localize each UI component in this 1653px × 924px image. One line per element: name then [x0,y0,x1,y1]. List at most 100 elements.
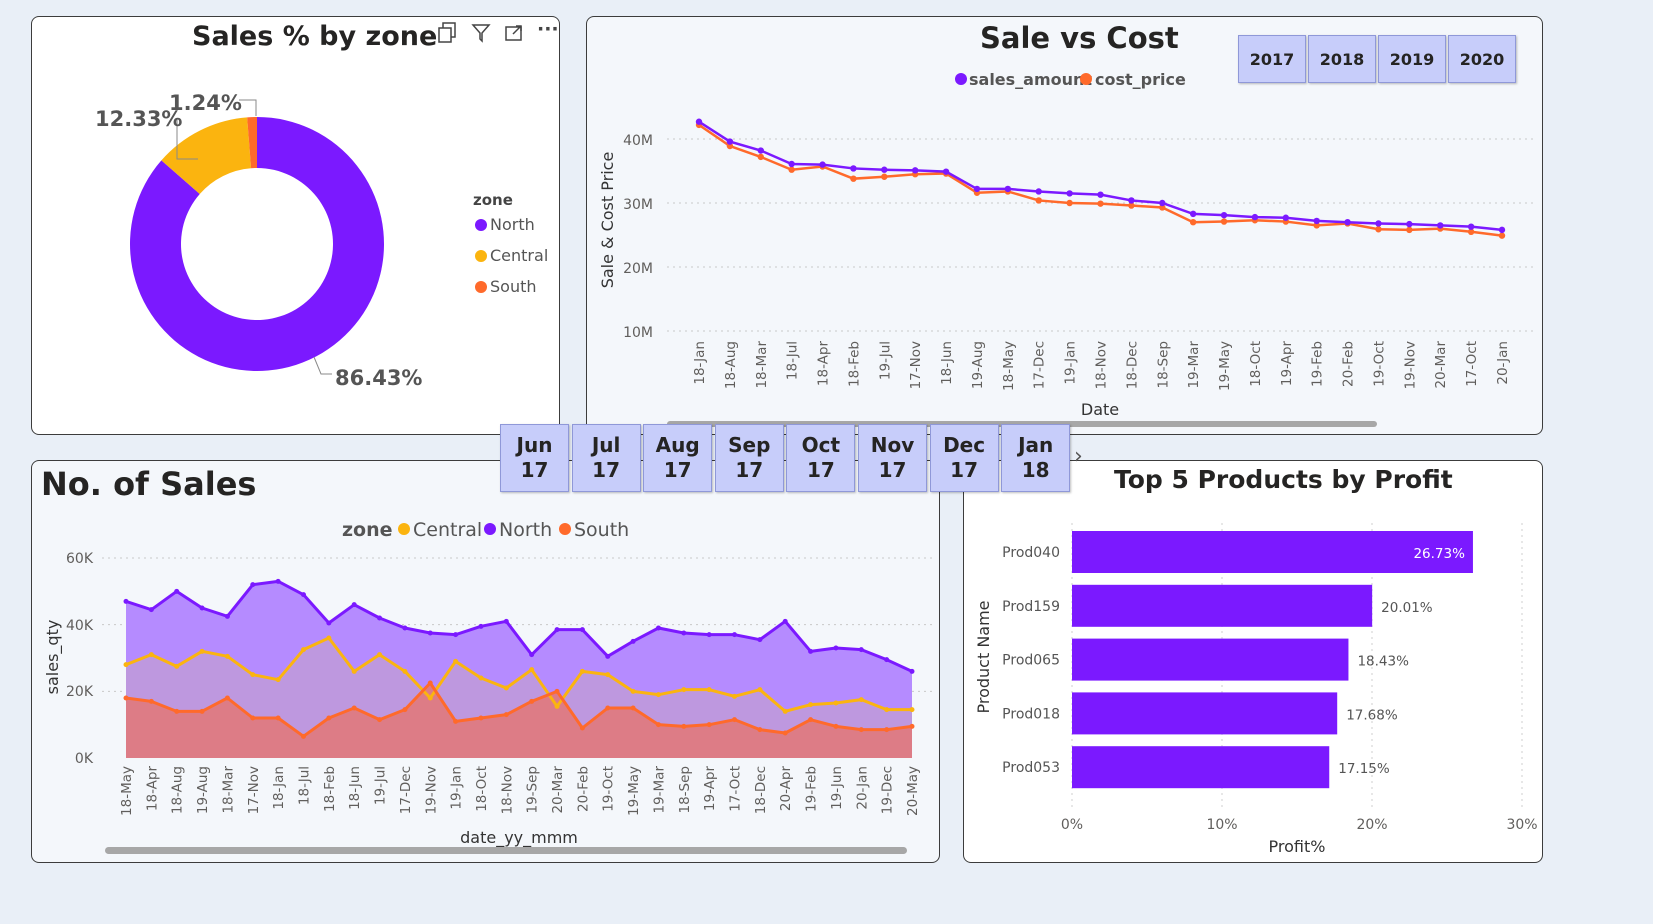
central-point[interactable] [199,648,205,654]
north-point[interactable] [174,588,180,594]
cost-point[interactable] [757,153,764,161]
north-point[interactable] [478,623,484,629]
central-point[interactable] [884,707,890,713]
south-point[interactable] [808,717,814,723]
cost-point[interactable] [788,166,795,173]
copy-icon[interactable] [437,22,457,49]
north-point[interactable] [782,618,788,624]
sales-point[interactable] [1344,219,1351,226]
cost-point[interactable] [1375,226,1382,233]
south-point[interactable] [478,715,484,721]
south-point[interactable] [732,717,738,723]
south-point[interactable] [148,698,154,704]
south-point[interactable] [275,715,281,721]
central-point[interactable] [123,662,129,668]
central-point[interactable] [706,687,712,693]
month-tile-sep-17[interactable]: Sep 17 [714,424,784,492]
north-point[interactable] [224,613,230,619]
south-point[interactable] [529,698,535,704]
north-slice[interactable] [129,117,384,371]
south-point[interactable] [884,727,890,733]
legend-north-label[interactable]: North [490,215,535,234]
month-tile-nov-17[interactable]: Nov 17 [858,424,927,492]
north-point[interactable] [123,598,129,604]
central-point[interactable] [478,675,484,681]
filter-icon[interactable] [471,23,491,48]
central-point[interactable] [909,707,915,713]
central-point[interactable] [529,667,535,673]
sales-point[interactable] [788,160,795,168]
north-point[interactable] [681,630,687,636]
north-point[interactable] [427,630,433,636]
legend-north-label[interactable]: North [499,519,552,541]
south-point[interactable] [174,708,180,714]
south-point[interactable] [579,725,585,731]
central-point[interactable] [681,687,687,693]
cost-point[interactable] [1498,232,1506,239]
sales-point[interactable] [1004,185,1012,193]
central-point[interactable] [757,687,763,693]
central-point[interactable] [402,668,408,674]
north-point[interactable] [529,652,535,658]
year-2019-button[interactable]: 2019 [1378,35,1446,83]
north-point[interactable] [554,627,560,633]
sales-point[interactable] [881,166,888,173]
south-point[interactable] [250,715,256,721]
north-point[interactable] [655,625,661,631]
south-point[interactable] [326,715,332,721]
central-point[interactable] [808,702,814,708]
north-point[interactable] [453,632,459,638]
sales-point[interactable] [1467,223,1475,230]
central-point[interactable] [503,685,509,691]
bar-prod053[interactable] [1072,746,1330,789]
sales-point[interactable] [1406,220,1413,228]
sales-point[interactable] [1282,214,1290,221]
cost-point[interactable] [850,175,857,182]
sales-point[interactable] [1189,210,1197,218]
central-point[interactable] [377,652,383,658]
north-point[interactable] [833,645,839,651]
central-point[interactable] [250,672,256,678]
south-point[interactable] [782,730,788,736]
south-point[interactable] [300,733,306,739]
legend-south-label[interactable]: South [490,277,537,296]
cost-point[interactable] [726,142,734,150]
south-point[interactable] [503,712,509,718]
year-2017-button[interactable]: 2017 [1238,35,1306,83]
north-point[interactable] [757,637,763,643]
south-point[interactable] [123,695,129,701]
sales-point[interactable] [757,147,764,154]
north-point[interactable] [605,653,611,659]
cost-point[interactable] [1406,226,1413,234]
sales-point[interactable] [1066,190,1073,197]
sales-point[interactable] [1498,226,1506,234]
bar-prod018[interactable] [1072,692,1338,735]
sales-point[interactable] [695,118,703,125]
south-point[interactable] [402,707,408,713]
north-point[interactable] [377,615,383,621]
cost-point[interactable] [1220,218,1228,225]
sales-point[interactable] [1437,222,1444,229]
central-point[interactable] [833,700,839,706]
sales-point[interactable] [973,185,981,193]
month-tile-jan-18[interactable]: Jan 18 [1001,424,1071,492]
central-point[interactable] [579,668,585,674]
central-point[interactable] [732,693,738,699]
south-point[interactable] [554,688,560,694]
sales-point[interactable] [819,161,826,168]
chevron-right-icon[interactable]: › [1074,444,1083,469]
sales-point[interactable] [1128,197,1135,204]
central-point[interactable] [858,697,864,703]
legend-south-label[interactable]: South [574,519,629,541]
central-point[interactable] [326,635,332,641]
expand-icon[interactable] [504,23,524,48]
south-point[interactable] [681,723,687,729]
central-slice[interactable] [161,117,252,194]
sales-point[interactable] [1251,213,1259,221]
south-point[interactable] [655,722,661,728]
north-point[interactable] [884,657,890,663]
sales-point[interactable] [850,165,857,172]
month-tile-jun-17[interactable]: Jun 17 [500,424,569,492]
south-point[interactable] [199,708,205,714]
central-point[interactable] [782,708,788,714]
